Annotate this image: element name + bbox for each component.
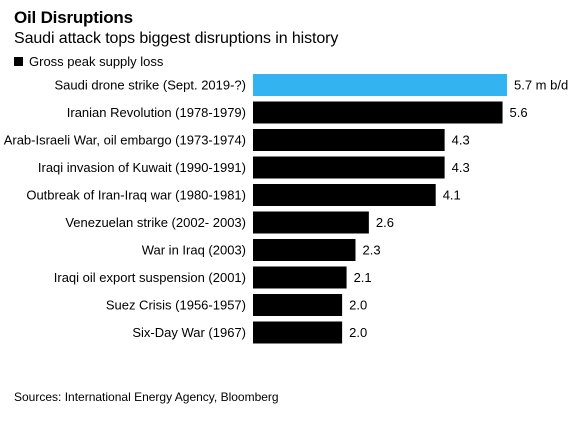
category-label-5: Venezuelan strike (2002- 2003)	[65, 215, 246, 230]
bar-8	[253, 294, 343, 316]
bar-7	[253, 266, 347, 289]
category-label-6: War in Iraq (2003)	[142, 243, 246, 258]
value-label-3: 4.3	[452, 160, 470, 175]
value-label-9: 2.0	[349, 325, 367, 340]
value-label-4: 4.1	[443, 188, 461, 203]
category-label-9: Six-Day War (1967)	[132, 325, 246, 340]
category-label-0: Saudi drone strike (Sept. 2019-?)	[55, 78, 247, 93]
category-label-4: Outbreak of Iran-Iraq war (1980-1981)	[26, 188, 246, 203]
category-label-3: Iraqi invasion of Kuwait (1990-1991)	[38, 160, 246, 175]
value-label-8: 2.0	[349, 298, 367, 313]
source-note: Sources: International Energy Agency, Bl…	[14, 390, 279, 404]
category-label-2: Arab-Israeli War, oil embargo (1973-1974…	[4, 133, 246, 148]
value-label-2: 4.3	[452, 133, 470, 148]
bar-0	[253, 74, 507, 96]
bar-9	[253, 321, 343, 344]
category-label-7: Iraqi oil export suspension (2001)	[54, 270, 246, 285]
value-label-7: 2.1	[354, 270, 372, 285]
value-label-0: 5.7 m b/d	[514, 78, 568, 93]
bar-5	[253, 211, 369, 234]
bar-4	[253, 184, 436, 206]
bar-6	[253, 239, 356, 261]
value-label-6: 2.3	[362, 243, 380, 258]
category-label-1: Iranian Revolution (1978-1979)	[67, 105, 246, 120]
bar-1	[253, 101, 503, 124]
chart-legend: Gross peak supply loss	[14, 54, 163, 69]
legend-swatch	[14, 57, 23, 66]
value-label-1: 5.6	[510, 105, 528, 120]
chart-subtitle: Saudi attack tops biggest disruptions in…	[14, 30, 339, 47]
bar-chart: Saudi drone strike (Sept. 2019-?) 5.7 m b…	[4, 74, 568, 344]
category-label-8: Suez Crisis (1956-1957)	[106, 298, 246, 313]
value-label-5: 2.6	[376, 215, 394, 230]
bar-2	[253, 129, 445, 151]
legend-label: Gross peak supply loss	[29, 54, 164, 69]
bar-3	[253, 156, 445, 179]
chart-title: Oil Disruptions	[14, 8, 133, 27]
